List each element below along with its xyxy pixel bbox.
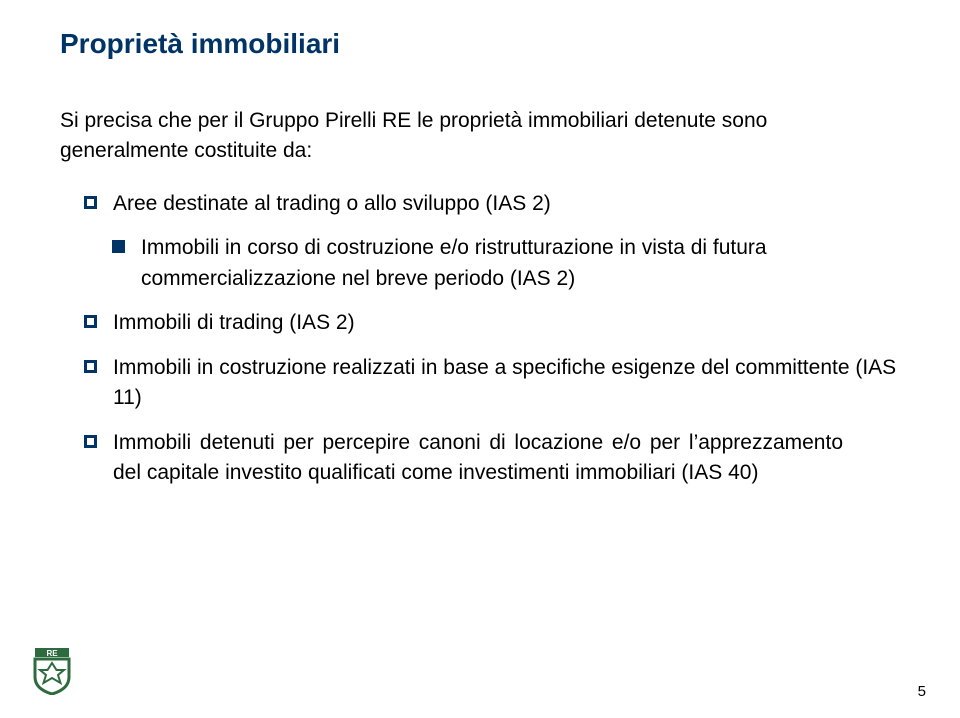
bullet-list: Aree destinate al trading o allo svilupp… — [84, 189, 900, 489]
square-outline-icon — [84, 315, 97, 328]
list-item: Aree destinate al trading o allo svilupp… — [84, 189, 900, 219]
list-item-text: Immobili in corso di costruzione e/o ris… — [141, 233, 900, 294]
list-item: Immobili in corso di costruzione e/o ris… — [112, 233, 900, 294]
list-item: Immobili detenuti per percepire canoni d… — [84, 428, 900, 489]
list-item-text: Aree destinate al trading o allo svilupp… — [113, 189, 551, 219]
square-filled-icon — [112, 240, 125, 253]
list-item-text: Immobili detenuti per percepire canoni d… — [113, 428, 843, 489]
page-number: 5 — [918, 683, 926, 700]
list-item-text: Immobili in costruzione realizzati in ba… — [113, 353, 900, 414]
logo-letters: RE — [46, 649, 58, 658]
list-item-text: Immobili di trading (IAS 2) — [113, 308, 355, 338]
intro-text: Si precisa che per il Gruppo Pirelli RE … — [60, 106, 900, 167]
brand-logo: RE — [32, 647, 72, 700]
slide: Proprietà immobiliari Si precisa che per… — [0, 0, 960, 718]
square-outline-icon — [84, 360, 97, 373]
page-title: Proprietà immobiliari — [60, 28, 900, 60]
list-item: Immobili di trading (IAS 2) — [84, 308, 900, 338]
square-outline-icon — [84, 196, 97, 209]
shield-icon: RE — [32, 647, 72, 695]
square-outline-icon — [84, 435, 97, 448]
list-item: Immobili in costruzione realizzati in ba… — [84, 353, 900, 414]
